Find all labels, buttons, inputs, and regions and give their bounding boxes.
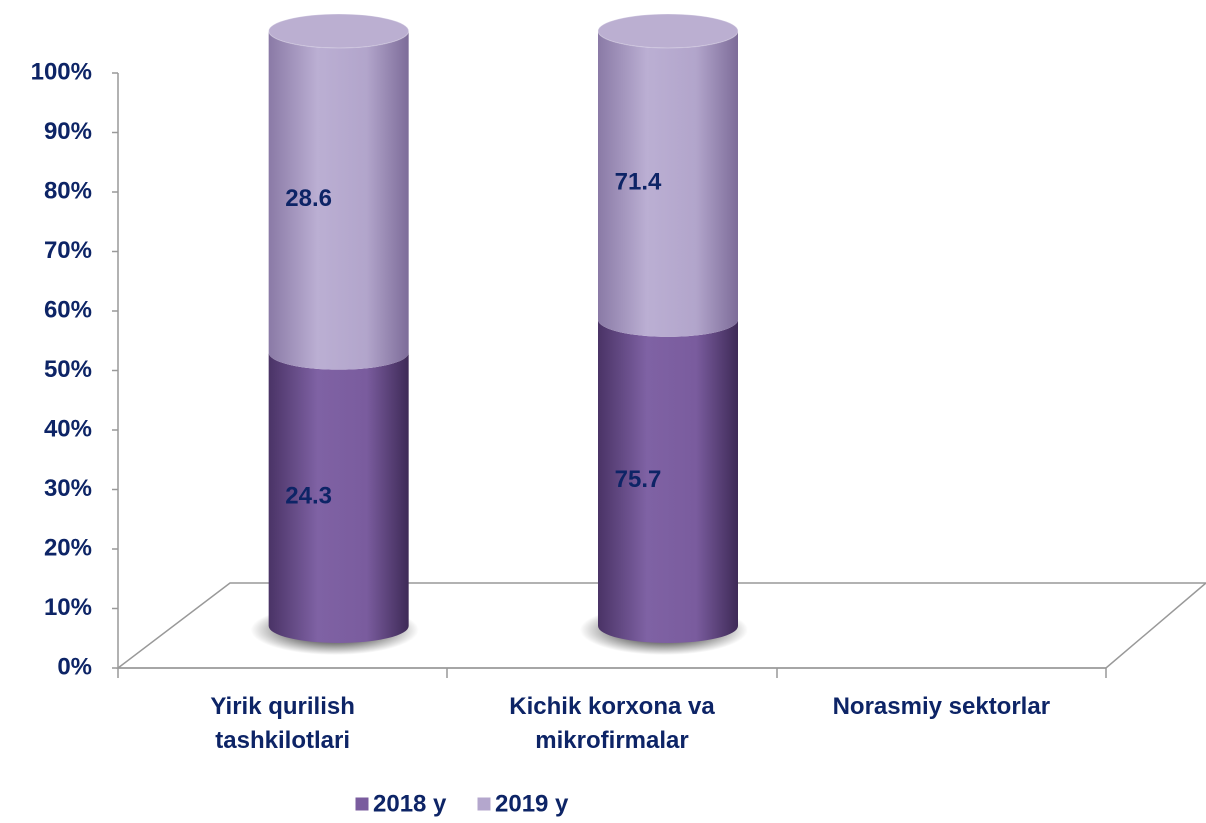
y-tick-label: 50% bbox=[44, 356, 92, 383]
bar-segment bbox=[268, 352, 409, 643]
data-label: 75.7 bbox=[615, 466, 662, 493]
bar-cap bbox=[268, 13, 410, 49]
bar-segment bbox=[598, 31, 738, 337]
x-tick-label: Kichik korxona va mikrofirmalar bbox=[509, 693, 715, 754]
y-tick-label: 70% bbox=[44, 237, 92, 264]
bar-cap bbox=[597, 13, 739, 49]
y-tick-label: 80% bbox=[44, 177, 92, 204]
y-tick-label: 60% bbox=[44, 296, 92, 323]
y-tick-label: 100% bbox=[31, 58, 92, 85]
category-ticks bbox=[117, 668, 1107, 678]
legend-label: 2018 y bbox=[373, 790, 447, 817]
bar-segment bbox=[598, 319, 738, 643]
bar-segment bbox=[268, 31, 409, 370]
y-tick-label: 20% bbox=[44, 534, 92, 561]
y-tick-label: 30% bbox=[44, 475, 92, 502]
y-tick-label: 0% bbox=[57, 653, 92, 680]
x-tick-label: Norasmiy sektorlar bbox=[832, 693, 1051, 720]
data-label: 71.4 bbox=[615, 169, 662, 196]
data-label: 28.6 bbox=[285, 185, 332, 212]
legend-label: 2019 y bbox=[495, 790, 569, 817]
y-tick-label: 10% bbox=[44, 594, 92, 621]
legend-swatch bbox=[354, 796, 370, 812]
x-tick-label: Yirik qurilish tashkilotlari bbox=[210, 693, 355, 754]
y-tick-label: 40% bbox=[44, 415, 92, 442]
data-label: 24.3 bbox=[285, 483, 332, 510]
y-tick-label: 90% bbox=[44, 118, 92, 145]
legend-swatch bbox=[476, 796, 492, 812]
